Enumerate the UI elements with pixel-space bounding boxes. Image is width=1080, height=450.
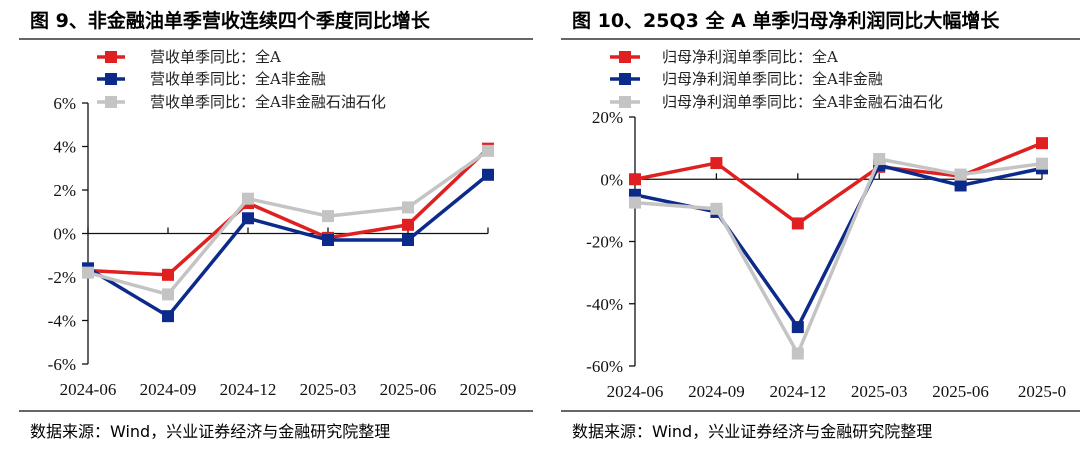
source-note: 数据来源：Wind，兴业证券经济与金融研究院整理: [572, 422, 932, 441]
x-tick-label: 2025-03: [851, 382, 908, 401]
legend-label-2: 营收单季同比：全A非金融: [150, 70, 326, 88]
series-line-1: [87, 147, 490, 277]
x-tick-label: 2025-03: [300, 380, 357, 399]
data-point: [791, 347, 804, 360]
data-point: [402, 201, 414, 214]
series-line-1: [634, 141, 1043, 226]
data-point: [482, 168, 494, 181]
legend-marker-3: [619, 96, 631, 108]
y-tick-label: -20%: [586, 233, 623, 252]
legend-label-1: 归母净利润单季同比：全A: [662, 48, 838, 66]
legend-marker-1: [105, 51, 117, 63]
y-tick-label: 2%: [53, 181, 76, 200]
x-tick-label: 2024-09: [688, 382, 745, 401]
data-point: [402, 218, 414, 231]
x-tick-label: 2024-12: [769, 382, 826, 401]
data-point: [82, 266, 94, 279]
data-point: [402, 234, 414, 247]
series-line-2: [634, 163, 1043, 331]
data-point: [710, 157, 723, 170]
data-point: [791, 217, 804, 230]
y-tick-label: 0%: [53, 225, 76, 244]
chart-panel-2: 图 10、25Q3 全 A 单季归母净利润同比大幅增长数据来源：Wind，兴业证…: [561, 9, 1080, 441]
source-note: 数据来源：Wind，兴业证券经济与金融研究院整理: [30, 422, 390, 441]
data-point: [873, 153, 886, 166]
series-line-3: [87, 149, 490, 297]
y-tick-label: -2%: [48, 268, 76, 287]
data-point: [322, 234, 334, 247]
data-point: [954, 179, 967, 192]
data-point: [954, 168, 967, 181]
data-point: [162, 310, 174, 323]
x-tick-label: 2024-06: [607, 382, 664, 401]
chart-title: 图 10、25Q3 全 A 单季归母净利润同比大幅增长: [572, 9, 1000, 32]
legend-marker-2: [619, 73, 631, 85]
y-tick-label: -6%: [48, 355, 76, 374]
x-tick-label: 2024-09: [140, 380, 197, 399]
data-point: [1036, 137, 1048, 150]
legend-marker-2: [105, 73, 117, 85]
y-tick-label: 20%: [592, 108, 623, 127]
x-tick-label: 2025-06: [380, 380, 437, 399]
data-point: [629, 173, 641, 186]
x-tick-label: 2024-06: [60, 380, 117, 399]
y-tick-label: -40%: [586, 295, 623, 314]
y-tick-label: -4%: [48, 312, 76, 331]
data-point: [629, 196, 641, 209]
legend-label-3: 归母净利润单季同比：全A非金融石油石化: [662, 93, 943, 111]
data-point: [710, 202, 723, 215]
legend-marker-3: [105, 96, 117, 108]
legend-label-3: 营收单季同比：全A非金融石油石化: [150, 93, 386, 111]
chart-panel-1: 图 9、非金融油单季营收连续四个季度同比增长数据来源：Wind，兴业证券经济与金…: [19, 9, 533, 441]
series-line-3: [634, 157, 1043, 358]
legend-label-1: 营收单季同比：全A: [150, 48, 281, 66]
data-point: [162, 288, 174, 301]
data-point: [791, 321, 804, 334]
data-point: [162, 268, 174, 281]
series-line-2: [87, 173, 490, 319]
chart-title: 图 9、非金融油单季营收连续四个季度同比增长: [30, 9, 431, 32]
data-point: [242, 212, 254, 225]
data-point: [322, 210, 334, 223]
y-tick-label: 0%: [600, 170, 623, 189]
x-tick-label: 2024-12: [220, 380, 277, 399]
y-tick-label: -60%: [586, 357, 623, 376]
legend-label-2: 归母净利润单季同比：全A非金融: [662, 70, 883, 88]
legend-marker-1: [619, 51, 631, 63]
data-point: [482, 144, 494, 157]
x-tick-label: 2025-09: [460, 380, 517, 399]
data-point: [242, 192, 254, 205]
data-point: [1036, 157, 1048, 170]
x-tick-label: 2025-0: [1018, 382, 1066, 401]
y-tick-label: 4%: [53, 138, 76, 157]
y-tick-label: 6%: [53, 94, 76, 113]
x-tick-label: 2025-06: [932, 382, 989, 401]
